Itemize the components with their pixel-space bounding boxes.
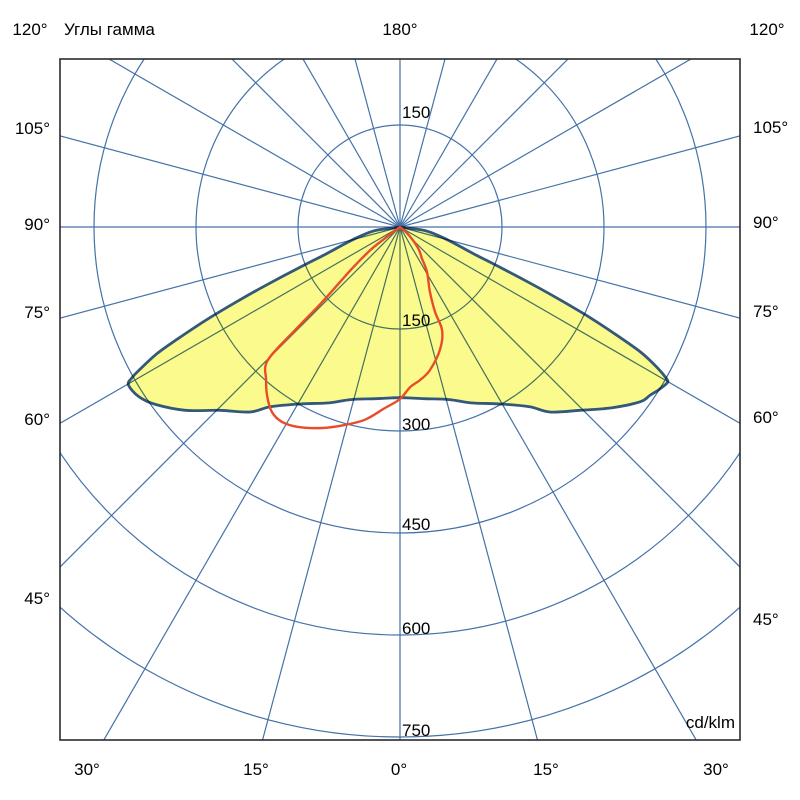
- gamma-angle-label-bottom-30l: 30°: [74, 760, 100, 779]
- gamma-angle-label-left-105: 105°: [14, 119, 50, 138]
- gamma-angle-label-bottom-30r: 30°: [703, 760, 729, 779]
- gamma-angle-label-left-45: 45°: [24, 589, 50, 608]
- gamma-angle-label-right-75: 75°: [753, 302, 779, 321]
- gamma-angle-label-left-60: 60°: [24, 410, 50, 429]
- gamma-angle-label-right-45: 45°: [753, 610, 779, 629]
- ring-value-label-750: 750: [402, 721, 431, 740]
- ring-value-label-150-top: 150: [402, 103, 431, 122]
- gamma-angle-label-right-90: 90°: [753, 213, 779, 232]
- gamma-angle-label-top-center: 180°: [382, 20, 418, 39]
- gamma-angle-label-top-left: 120°: [12, 20, 48, 39]
- ring-value-label-300: 300: [402, 415, 431, 434]
- plot-border: [59, 58, 741, 741]
- gamma-angle-label-left-90: 90°: [24, 215, 50, 234]
- gamma-angle-label-bottom-15l: 15°: [243, 760, 269, 779]
- unit-label-cd-klm: cd/klm: [685, 713, 735, 732]
- gamma-angle-label-right-60: 60°: [753, 408, 779, 427]
- curve-open-loop-curve: [263, 225, 444, 430]
- gamma-angle-label-left-75: 75°: [24, 303, 50, 322]
- curve-filled-batwing-curve: [126, 225, 670, 414]
- gamma-angle-label-bottom-0: 0°: [390, 760, 408, 779]
- gamma-angle-label-right-105: 105°: [753, 118, 789, 137]
- gamma-angle-label-top-right: 120°: [749, 20, 785, 39]
- ring-value-label-150-bottom: 150: [402, 311, 431, 330]
- gamma-angle-label-bottom-15r: 15°: [533, 760, 559, 779]
- ring-value-label-450: 450: [402, 515, 431, 534]
- page-title: Углы гамма: [64, 20, 155, 39]
- ring-value-label-600: 600: [402, 619, 431, 638]
